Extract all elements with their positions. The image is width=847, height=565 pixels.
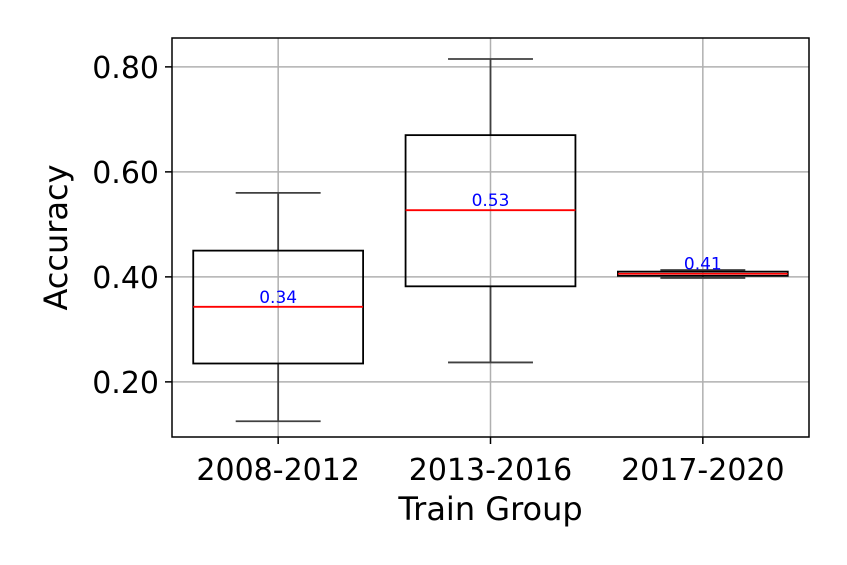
y-tick-label: 0.40 [92,261,159,296]
y-tick-label: 0.20 [92,366,159,401]
x-tick-label: 2008-2012 [196,453,360,488]
median-label: 0.53 [472,191,510,211]
median-label: 0.34 [259,288,297,308]
y-axis-title: Accuracy [37,164,75,310]
median-label: 0.41 [684,255,722,275]
y-tick-label: 0.80 [92,51,159,86]
x-axis-ticks: 2008-2012 2013-2016 2017-2020 [196,437,785,488]
x-axis-title: Train Group [397,490,582,528]
x-tick-label: 2017-2020 [621,453,785,488]
y-tick-label: 0.60 [92,156,159,191]
x-tick-label: 2013-2016 [409,453,573,488]
box-series: 0.34 0.53 0.41 [192,58,789,423]
box-group: 0.41 [617,255,789,279]
box-group: 0.53 [404,58,577,364]
box-group: 0.34 [192,191,365,423]
y-axis-ticks: 0.20 0.40 0.60 0.80 [92,51,172,401]
